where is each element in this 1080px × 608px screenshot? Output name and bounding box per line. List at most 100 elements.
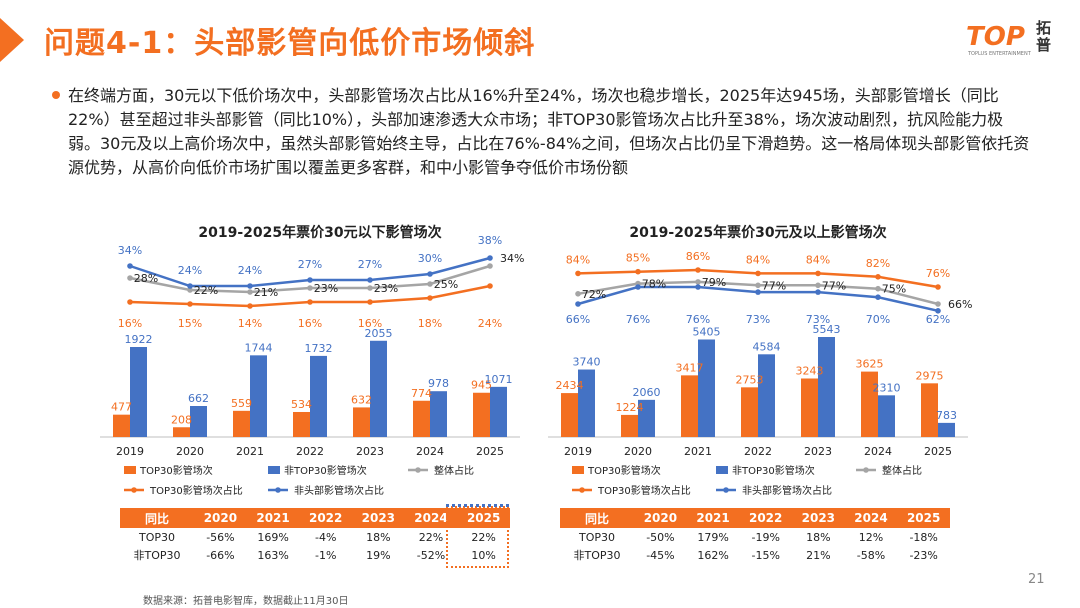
bar-non-top30-2025 <box>938 422 955 437</box>
point-overall-share-2024 <box>427 281 433 287</box>
label-top30-share-2023: 84% <box>806 253 830 266</box>
page-number: 21 <box>1028 572 1045 587</box>
label-overall-share-2019: 28% <box>134 272 158 285</box>
yoy-row-label: TOP30 <box>579 530 616 544</box>
bar-label-non-top30-2024: 978 <box>428 377 449 390</box>
bar-top30-2024 <box>413 400 430 437</box>
point-overall-share-2019 <box>575 291 581 297</box>
yoy-header-year: 2024 <box>404 508 458 528</box>
point-top30-share-2025 <box>935 284 941 290</box>
page-title: 问题4-1：头部影管向低价市场倾斜 <box>44 26 536 61</box>
x-tick-2022: 2022 <box>744 445 772 458</box>
bar-top30-2021 <box>233 410 250 437</box>
x-tick-2024: 2024 <box>416 445 444 458</box>
point-non-top-share-2024 <box>875 294 881 301</box>
yoy-cell: -19% <box>751 530 780 544</box>
x-tick-2020: 2020 <box>176 445 204 458</box>
bar-label-non-top30-2023: 2055 <box>365 327 393 340</box>
yoy-cell: 22% <box>418 530 444 544</box>
point-overall-share-2024 <box>875 285 881 292</box>
yoy-cell: -50% <box>646 530 675 544</box>
point-non-top-share-2021 <box>695 284 701 290</box>
legend-dot-non-top-share <box>275 487 281 493</box>
yoy-header-year: 2021 <box>246 508 300 528</box>
yoy-cell: 179% <box>697 530 729 544</box>
label-overall-share-2025: 34% <box>500 252 524 265</box>
yoy-cell: -4% <box>314 530 337 544</box>
legend-dot-overall <box>415 467 421 473</box>
x-tick-2024: 2024 <box>864 445 892 458</box>
yoy-row-label: TOP30 <box>139 530 176 544</box>
bar-top30-2024 <box>861 371 878 437</box>
bar-label-top30-2024: 3625 <box>856 358 884 371</box>
legend-label-overall: 整体占比 <box>434 464 474 477</box>
bar-top30-2020 <box>621 414 638 437</box>
yoy-cell: 12% <box>858 530 884 544</box>
point-top30-share-2022 <box>307 299 313 305</box>
label-overall-share-2020: 22% <box>194 284 218 297</box>
bar-label-non-top30-2022: 1732 <box>305 342 333 355</box>
legend-label-top30: TOP30影管场次 <box>139 464 213 477</box>
legend-dot-overall <box>863 467 869 473</box>
bar-non-top30-2020 <box>190 406 207 437</box>
yoy-header-year: 2020 <box>194 508 247 528</box>
label-top30-share-2021: 14% <box>238 317 262 330</box>
bar-non-top30-2024 <box>878 395 895 437</box>
label-top30-share-2024: 18% <box>418 317 442 330</box>
yoy-cell: -18% <box>909 530 938 544</box>
legend-swatch-top30 <box>124 466 136 474</box>
x-tick-2023: 2023 <box>356 445 384 458</box>
yoy-cell: 18% <box>366 530 391 544</box>
bar-label-non-top30-2024: 2310 <box>873 381 901 394</box>
x-tick-2025: 2025 <box>924 445 952 458</box>
label-overall-share-2020: 78% <box>642 278 666 291</box>
bar-label-non-top30-2019: 1922 <box>125 333 153 346</box>
brand-logo: TOP 拓普 TOPLUS ENTERTAINMENT <box>966 20 1066 60</box>
bar-label-top30-2022: 2753 <box>736 373 764 386</box>
label-top30-share-2020: 85% <box>626 252 650 265</box>
label-overall-share-2021: 79% <box>702 276 726 289</box>
point-top30-share-2023 <box>815 270 821 277</box>
bar-non-top30-2020 <box>638 399 655 437</box>
yoy-cell: 163% <box>257 548 289 562</box>
point-top30-share-2023 <box>367 299 373 305</box>
yoy-cell: -56% <box>206 530 235 544</box>
point-non-top-share-2025 <box>487 255 493 261</box>
bar-label-top30-2020: 208 <box>171 413 192 426</box>
label-non-top-share-2020: 24% <box>178 264 202 277</box>
legend-label-top30-share: TOP30影管场次占比 <box>149 484 243 497</box>
label-top30-share-2019: 84% <box>566 253 590 266</box>
yoy-header-year: 2022 <box>299 508 353 528</box>
point-top30-share-2020 <box>187 301 193 307</box>
logo-text: TOP <box>966 22 1025 52</box>
bar-label-non-top30-2021: 1744 <box>245 341 273 354</box>
yoy-cell: 162% <box>697 548 729 562</box>
x-tick-2023: 2023 <box>804 445 832 458</box>
legend-swatch-non-top30 <box>268 466 280 474</box>
yoy-header-year: 2023 <box>792 508 845 528</box>
point-overall-share-2022 <box>755 282 761 289</box>
title-accent-triangle <box>0 18 24 62</box>
label-overall-share-2023: 77% <box>822 279 846 292</box>
legend-label-overall: 整体占比 <box>882 464 922 477</box>
logo-subtitle: TOPLUS ENTERTAINMENT <box>968 51 1031 57</box>
yoy-cell: -52% <box>416 548 446 562</box>
label-top30-share-2022: 16% <box>298 317 322 330</box>
yoy-header-year: 2023 <box>352 508 405 528</box>
legend-label-top30-share: TOP30影管场次占比 <box>597 484 691 497</box>
label-top30-share-2021: 86% <box>686 250 710 263</box>
legend-dot-top30-share <box>579 487 585 493</box>
yoy-header-label: 同比 <box>120 508 195 528</box>
x-tick-2019: 2019 <box>564 445 592 458</box>
bar-label-non-top30-2025: 783 <box>936 409 957 422</box>
yoy-cell: 169% <box>257 530 289 544</box>
yoy-header-label: 同比 <box>560 508 635 528</box>
legend-label-non-top-share: 非头部影管场次占比 <box>294 484 384 497</box>
label-overall-share-2022: 23% <box>314 282 338 295</box>
bar-non-top30-2024 <box>430 391 447 437</box>
point-top30-share-2019 <box>127 299 133 305</box>
bar-label-non-top30-2023: 5543 <box>813 323 841 336</box>
point-non-top-share-2023 <box>815 289 821 295</box>
bar-label-top30-2023: 3243 <box>796 364 824 377</box>
